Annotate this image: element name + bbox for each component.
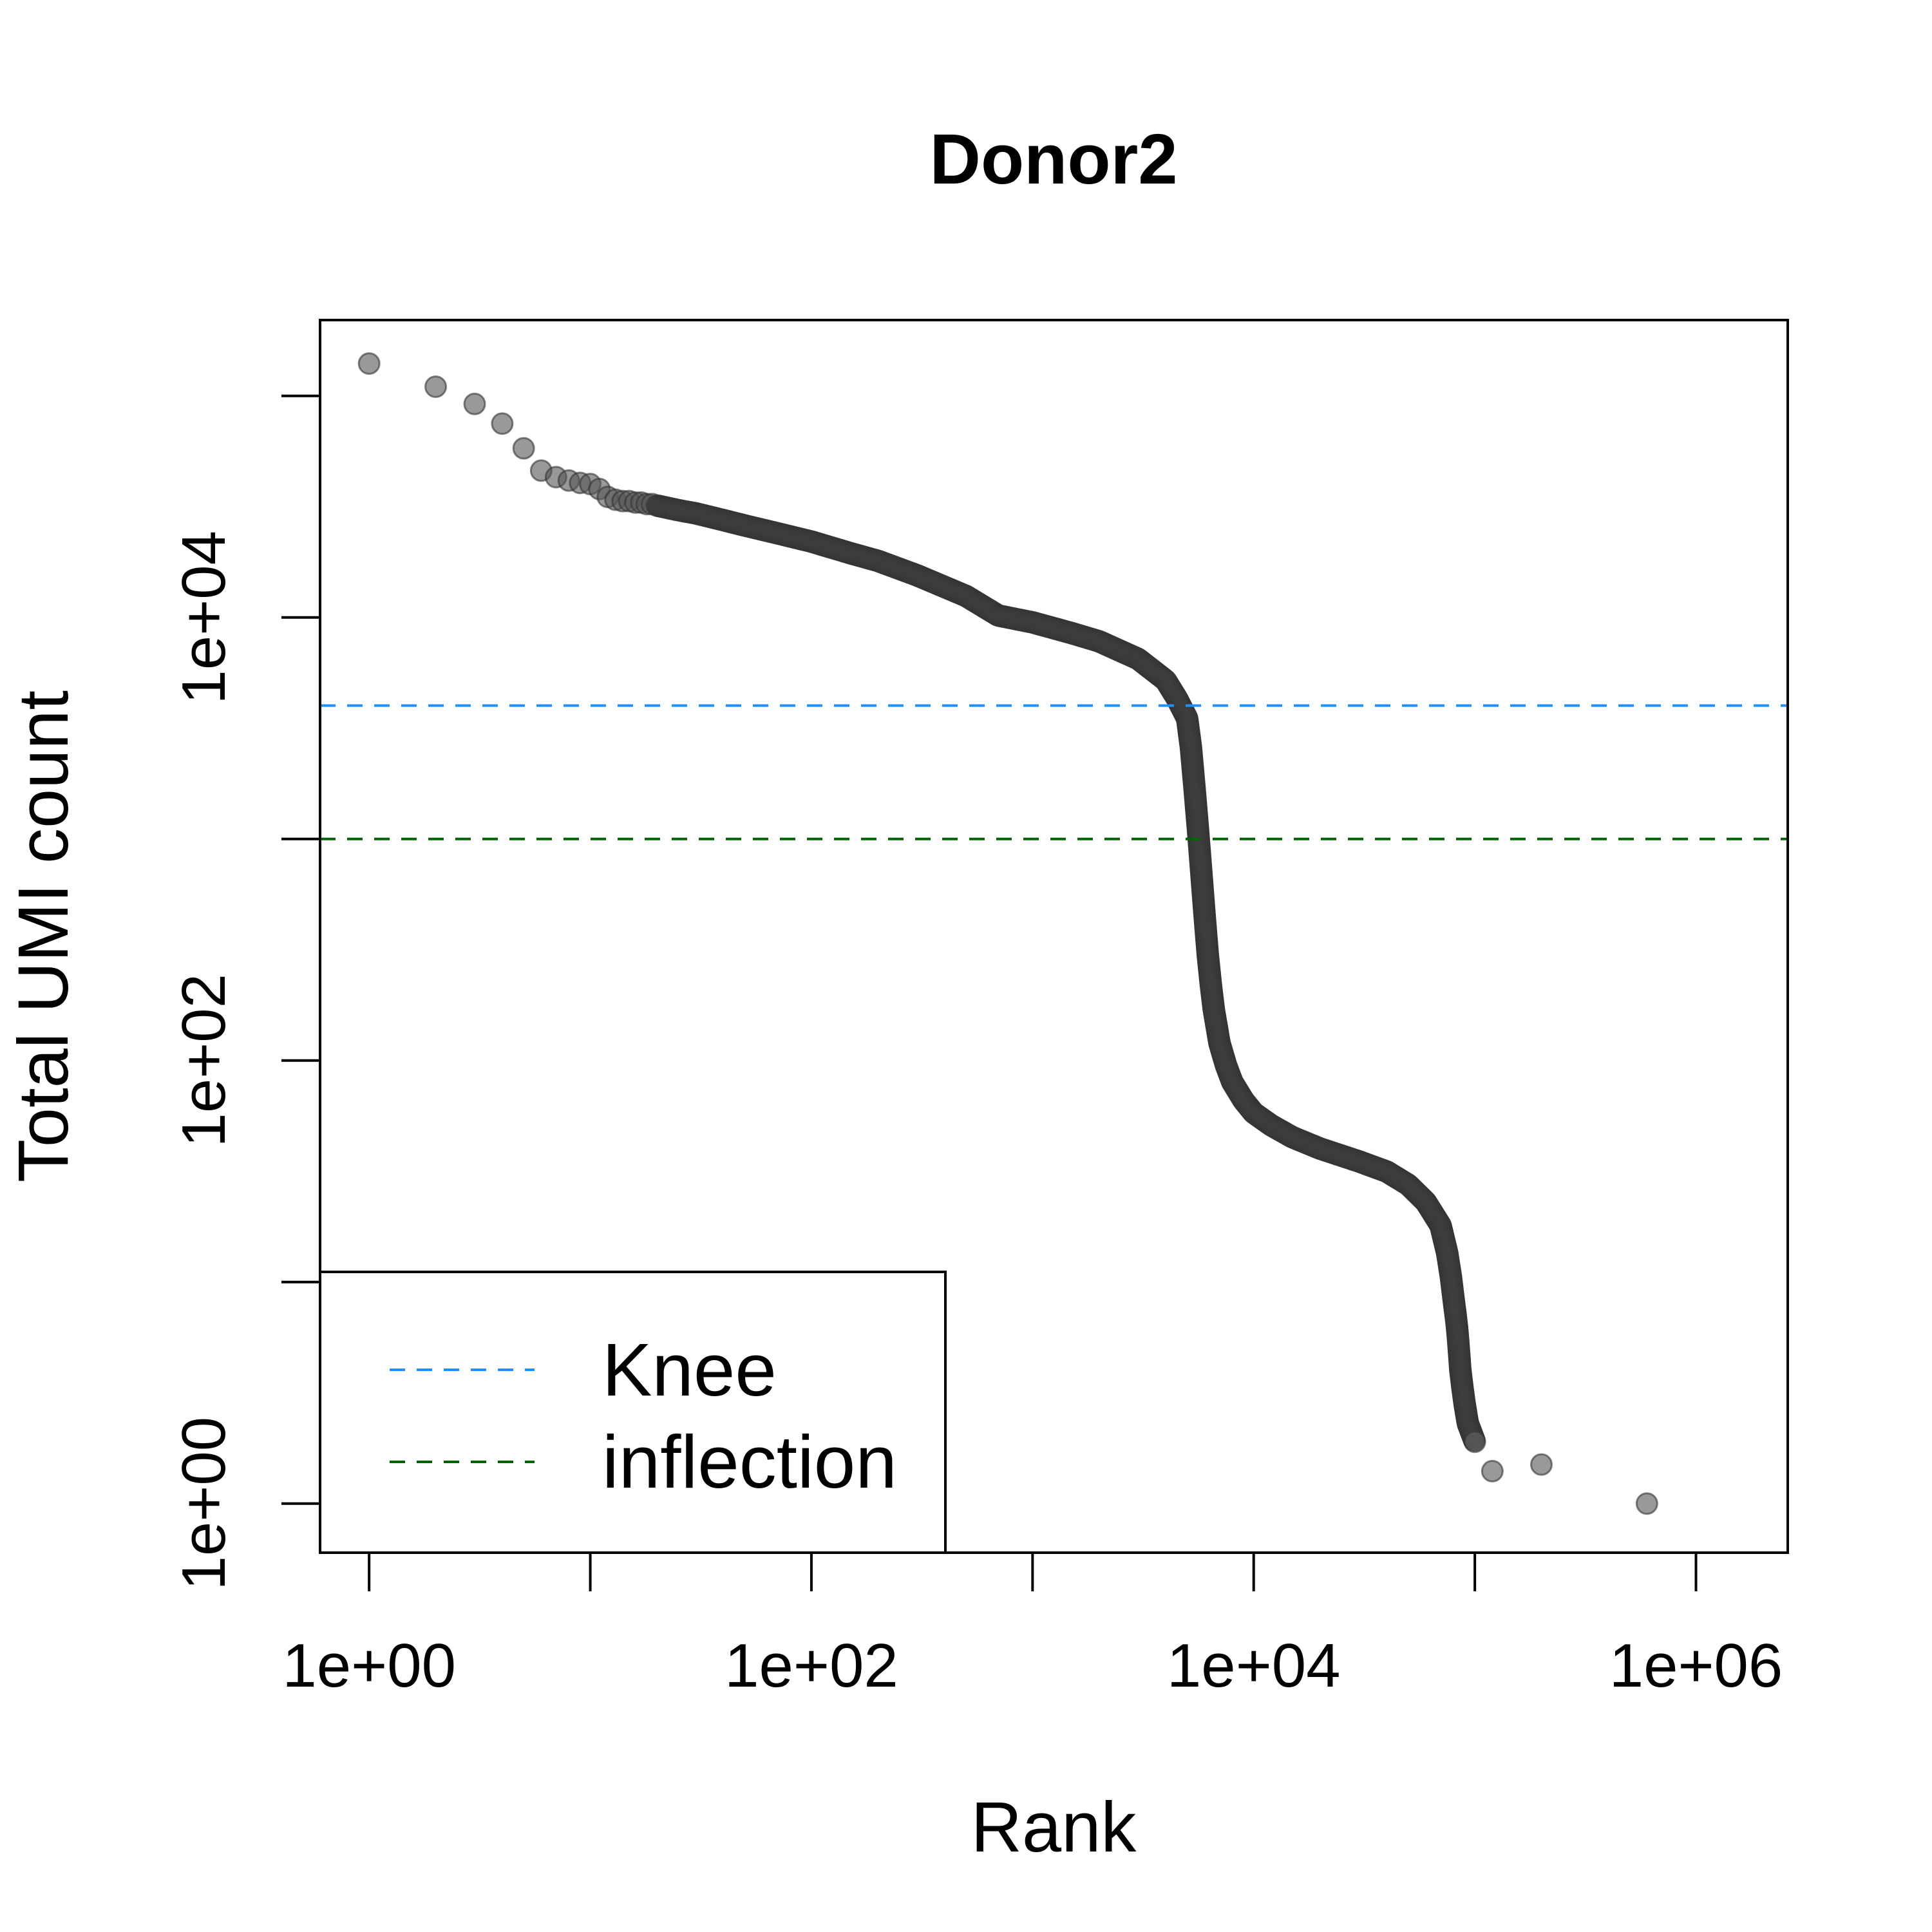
x-axis: 1e+00 1e+02 1e+04 1e+06	[282, 1553, 1783, 1700]
y-tick-label: 1e+02	[169, 974, 238, 1148]
x-tick-label: 1e+06	[1609, 1631, 1783, 1700]
plot-frame	[319, 319, 1789, 1554]
points-layer	[357, 352, 1658, 1515]
legend-knee-label: Knee	[602, 1328, 777, 1412]
data-point	[424, 375, 448, 399]
legend: Knee inflection	[319, 1271, 947, 1554]
data-point	[491, 412, 514, 435]
reference-lines	[320, 704, 1788, 840]
data-point	[463, 392, 486, 415]
y-axis: 1e+00 1e+02 1e+04	[169, 394, 320, 1591]
x-tick-label: 1e+02	[724, 1631, 898, 1700]
data-point	[357, 352, 381, 375]
y-tick-label: 1e+04	[169, 531, 238, 705]
chart-title: Donor2	[930, 120, 1178, 199]
data-point	[1635, 1492, 1658, 1515]
data-point	[1463, 1430, 1486, 1454]
data-point	[1481, 1459, 1504, 1482]
legend-box	[319, 1271, 947, 1554]
legend-inflection-label: inflection	[602, 1420, 897, 1504]
y-axis-label: Total UMI count	[4, 690, 83, 1182]
data-point	[1530, 1453, 1553, 1476]
x-tick-label: 1e+04	[1167, 1631, 1341, 1700]
y-tick-label: 1e+00	[169, 1417, 238, 1591]
x-tick-label: 1e+00	[282, 1631, 456, 1700]
data-point	[512, 437, 535, 460]
x-axis-label: Rank	[971, 1788, 1137, 1867]
